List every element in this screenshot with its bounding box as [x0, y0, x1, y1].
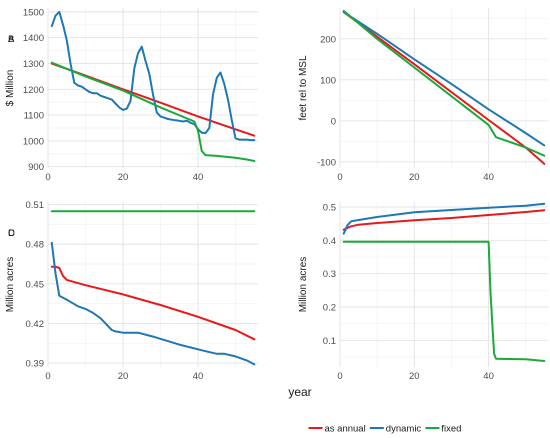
x-tick-label: 20	[409, 371, 420, 382]
y-tick-label: -100	[317, 157, 336, 168]
series-line-fixed	[342, 9, 546, 157]
y-tick-label: 0.48	[26, 240, 45, 251]
panel-label: A	[8, 34, 15, 45]
x-tick-label: 20	[409, 172, 420, 183]
legend: as annual dynamic fixed	[308, 424, 461, 435]
legend-item: dynamic	[369, 424, 422, 435]
panel-label: D	[8, 228, 15, 239]
series-line-fixed	[342, 240, 546, 362]
y-tick-label: 0.2	[323, 303, 336, 314]
x-tick-label: 20	[118, 371, 129, 382]
legend-label: fixed	[441, 424, 461, 435]
x-tick-label: 40	[483, 371, 494, 382]
y-tick-label: 0	[331, 116, 336, 127]
x-tick-label: 0	[337, 172, 342, 183]
y-tick-label: 0.3	[323, 269, 336, 280]
panel-c: 0 20 40 0.39 0.42 0.45 0.48 0.51 C Million acres	[5, 200, 258, 382]
x-tick-label: 0	[45, 371, 50, 382]
y-tick-label: 1400	[23, 33, 44, 44]
x-tick-label: 20	[118, 172, 129, 183]
y-tick-label: 100	[320, 75, 336, 86]
y-tick-label: 0.1	[323, 336, 336, 347]
y-tick-label: 1000	[23, 136, 44, 147]
y-axis-title: Million acres	[298, 257, 309, 313]
panel-d: 0 20 40 0.1 0.2 0.3 0.4 0.5 D Million acres	[8, 202, 548, 382]
legend-label: as annual	[325, 424, 366, 435]
panel-label: B	[8, 34, 14, 45]
y-tick-label: 0.4	[323, 236, 336, 247]
y-tick-label: 1200	[23, 85, 44, 96]
panel-a: 0 20 40 900 1000 1100 1200 1300 1400 1500 A $ Milli…	[5, 7, 258, 183]
x-tick-label: 40	[483, 172, 494, 183]
y-tick-label: 1300	[23, 59, 44, 70]
legend-label: dynamic	[386, 424, 422, 435]
x-tick-label: 0	[45, 172, 50, 183]
y-tick-label: 0.42	[26, 319, 45, 330]
series-line-dynamic	[50, 10, 256, 142]
y-tick-label: 0.45	[26, 279, 45, 290]
y-axis-title: Million acres	[5, 257, 16, 313]
x-axis-title: year	[288, 385, 311, 399]
series-line-dynamic	[342, 202, 546, 235]
y-tick-label: 900	[28, 162, 44, 173]
y-tick-label: 0.51	[26, 200, 45, 211]
x-tick-label: 40	[193, 371, 204, 382]
x-tick-label: 0	[337, 371, 342, 382]
series-line-fixed	[50, 61, 256, 162]
legend-item: fixed	[425, 424, 461, 435]
series-line-as-annual	[50, 265, 256, 341]
y-tick-label: 0.39	[26, 359, 45, 370]
series-line-dynamic	[342, 11, 546, 147]
y-tick-label: 1100	[24, 111, 44, 122]
series-line-as-annual	[342, 209, 546, 231]
series-line-dynamic	[50, 241, 256, 366]
y-axis-title: feet rel to MSL	[298, 55, 309, 120]
y-tick-label: 1500	[23, 7, 44, 18]
legend-item: as annual	[308, 424, 366, 435]
x-tick-label: 40	[193, 172, 204, 183]
y-axis-title: $ Million	[5, 70, 16, 107]
panel-label: C	[8, 228, 15, 239]
y-tick-label: 0.5	[323, 203, 336, 214]
y-tick-label: 200	[320, 34, 336, 45]
